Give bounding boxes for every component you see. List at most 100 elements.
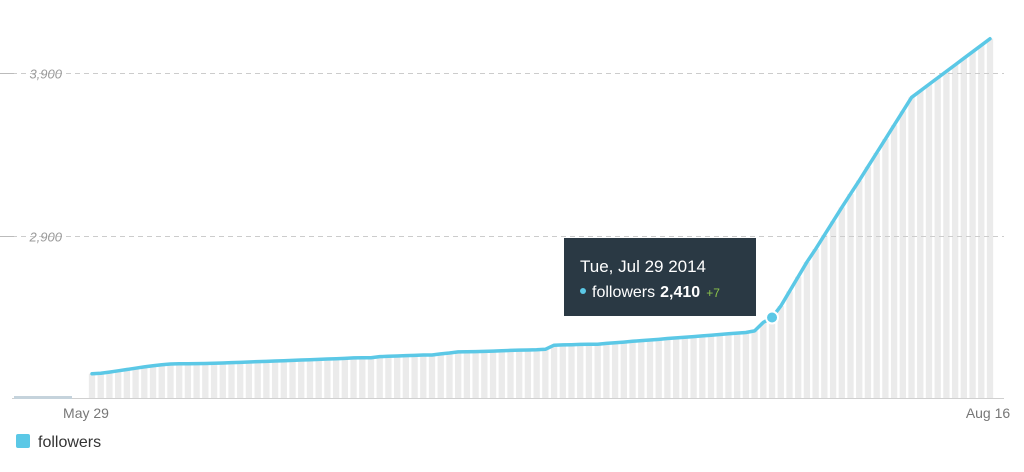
bar	[245, 362, 253, 398]
bar	[899, 111, 906, 398]
bar	[664, 338, 671, 398]
bar	[376, 356, 383, 398]
bar	[707, 335, 715, 398]
bar	[908, 97, 915, 398]
bar	[115, 370, 122, 398]
bar	[498, 350, 505, 398]
bar	[193, 363, 200, 398]
bar	[873, 152, 880, 398]
bar	[751, 330, 758, 398]
bar	[917, 90, 924, 399]
bar	[568, 344, 575, 398]
bar	[533, 349, 540, 398]
bar	[934, 77, 941, 398]
bar	[725, 333, 732, 398]
bar	[925, 84, 933, 398]
bar	[655, 339, 662, 398]
bar	[437, 353, 444, 398]
hover-point[interactable]	[765, 310, 780, 325]
bar	[167, 363, 174, 398]
bar	[838, 207, 845, 398]
bar	[821, 235, 828, 398]
bar	[420, 354, 427, 398]
bar	[559, 344, 566, 398]
bar	[141, 366, 148, 398]
bar	[882, 139, 889, 398]
legend-label: followers	[38, 434, 102, 451]
bar	[324, 359, 331, 398]
bar	[237, 362, 244, 398]
bar	[219, 362, 226, 398]
bar	[847, 193, 854, 398]
gridlines	[0, 73, 1004, 237]
tooltip-series-name: followers	[592, 284, 656, 301]
bar	[585, 344, 593, 398]
bar	[176, 363, 183, 398]
bar	[507, 350, 514, 398]
bar	[289, 360, 296, 398]
bar	[638, 340, 645, 398]
bar	[550, 345, 558, 398]
bar	[210, 363, 218, 398]
bar	[699, 335, 706, 398]
bar	[960, 58, 968, 398]
bar	[681, 337, 689, 398]
x-tick-label-end: Aug 16	[966, 405, 1011, 421]
legend-swatch	[16, 433, 30, 448]
range-indicator	[14, 396, 72, 399]
bar	[428, 354, 436, 398]
bar	[455, 351, 462, 398]
bar	[489, 351, 497, 398]
bar	[481, 351, 488, 398]
bar	[202, 363, 209, 398]
bar	[149, 365, 157, 398]
bar	[734, 333, 741, 398]
bar	[402, 355, 410, 398]
bar	[577, 344, 584, 398]
bar	[106, 372, 113, 398]
bar	[716, 334, 723, 398]
bar	[864, 166, 872, 398]
bar	[184, 363, 192, 398]
tooltip: Tue, Jul 29 2014 followers 2,410 +7	[564, 238, 756, 316]
bar	[88, 373, 96, 398]
bar	[672, 337, 680, 399]
bar	[280, 360, 287, 398]
bar	[690, 336, 697, 398]
bar	[594, 344, 601, 398]
bar	[786, 291, 793, 398]
bar	[951, 64, 959, 398]
tooltip-row: followers 2,410 +7	[580, 282, 740, 304]
bar	[367, 357, 375, 398]
bar	[332, 358, 340, 398]
bar	[978, 45, 985, 398]
bar	[158, 364, 165, 398]
bar	[795, 276, 802, 398]
bar	[123, 369, 131, 398]
tooltip-value: 2,410	[660, 284, 701, 301]
bar	[629, 341, 636, 398]
bar	[516, 350, 523, 398]
bar	[385, 356, 392, 398]
bar	[97, 373, 104, 398]
bar	[393, 355, 401, 398]
bar	[803, 262, 811, 398]
bar	[446, 353, 453, 398]
bar	[742, 332, 750, 398]
bar	[611, 342, 619, 398]
bar	[768, 317, 776, 398]
bar	[306, 359, 314, 398]
followers-line	[90, 37, 992, 376]
legend[interactable]: followers	[16, 433, 102, 452]
bar	[472, 351, 479, 398]
bar	[943, 71, 950, 399]
y-tick-label: 3,900	[29, 67, 62, 82]
bar	[341, 358, 348, 398]
series-dot-icon	[580, 287, 586, 294]
bar	[620, 342, 627, 398]
bar	[760, 322, 767, 398]
bar	[254, 361, 261, 398]
bar	[542, 349, 549, 398]
bar	[298, 360, 305, 398]
bar	[986, 38, 994, 399]
